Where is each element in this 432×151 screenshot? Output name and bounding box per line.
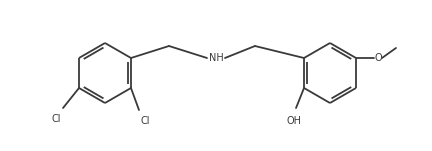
Text: Cl: Cl bbox=[51, 114, 61, 124]
Text: OH: OH bbox=[286, 116, 302, 126]
Text: NH: NH bbox=[209, 53, 224, 63]
Text: O: O bbox=[375, 53, 383, 63]
Text: Cl: Cl bbox=[141, 116, 150, 126]
